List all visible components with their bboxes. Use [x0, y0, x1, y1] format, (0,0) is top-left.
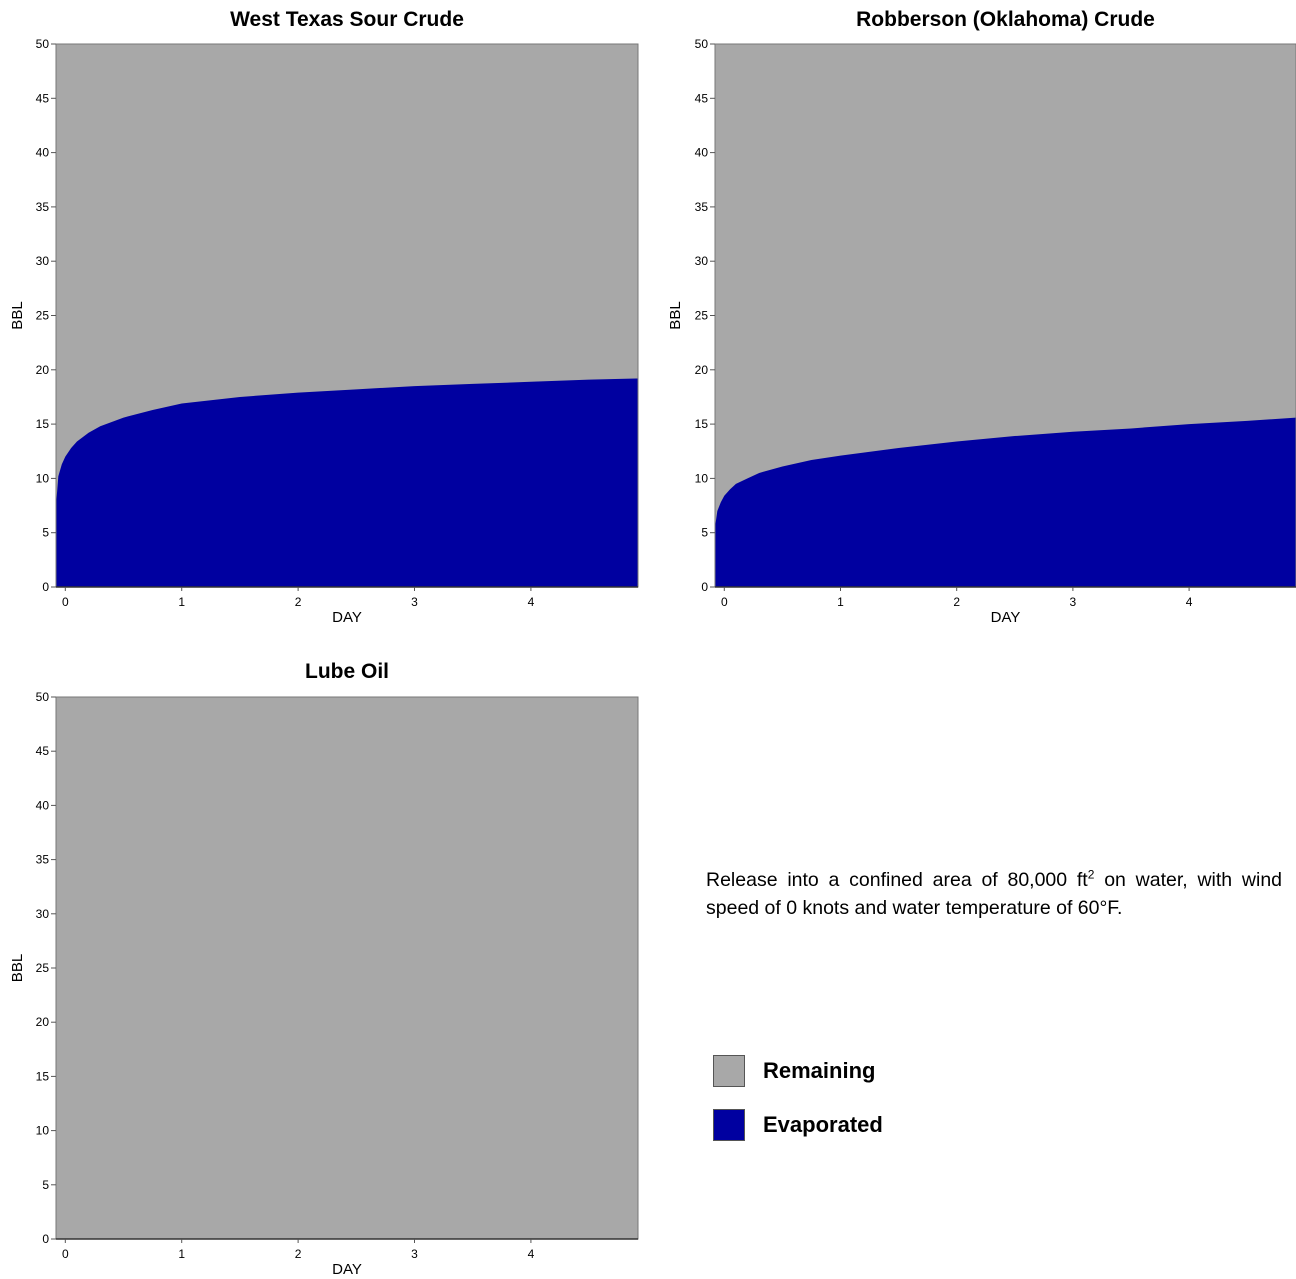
x-tick-label: 0 [62, 1247, 69, 1261]
y-tick-label: 45 [36, 744, 50, 758]
legend-item-remaining: Remaining [713, 1053, 883, 1089]
y-tick-label: 45 [36, 91, 50, 105]
legend-swatch-evaporated [713, 1109, 745, 1141]
legend-label-remaining: Remaining [763, 1058, 876, 1083]
y-tick-label: 20 [36, 363, 50, 377]
x-axis-label: DAY [991, 609, 1021, 626]
y-axis-label: BBL [667, 301, 684, 329]
x-axis-label: DAY [332, 609, 362, 626]
y-tick-label: 10 [36, 471, 50, 485]
x-tick-label: 2 [295, 595, 302, 609]
x-tick-label: 4 [1186, 595, 1193, 609]
x-tick-label: 1 [178, 1247, 185, 1261]
y-tick-label: 50 [36, 690, 50, 704]
x-tick-label: 3 [1070, 595, 1077, 609]
y-tick-label: 35 [36, 853, 50, 867]
y-tick-label: 45 [695, 91, 709, 105]
y-tick-label: 20 [695, 363, 709, 377]
x-tick-label: 2 [295, 1247, 302, 1261]
x-tick-label: 3 [411, 1247, 418, 1261]
y-tick-label: 35 [695, 200, 709, 214]
y-tick-label: 5 [42, 526, 49, 540]
y-tick-label: 40 [695, 146, 709, 160]
y-tick-label: 15 [695, 417, 709, 431]
y-tick-label: 50 [36, 37, 50, 51]
x-tick-label: 4 [528, 595, 535, 609]
chart-1: 0 5 10 15 20 25 30 35 40 45 50 0 1 2 3 4 West Texas Sour… [9, 8, 639, 626]
y-axis-label: BBL [9, 301, 26, 329]
y-tick-label: 0 [42, 1232, 49, 1246]
x-tick-label: 0 [721, 595, 728, 609]
area-evaporated [56, 378, 638, 587]
y-tick-label: 0 [42, 580, 49, 594]
y-tick-label: 25 [695, 309, 709, 323]
legend-swatch-remaining [713, 1055, 745, 1087]
y-tick-label: 10 [36, 1124, 50, 1138]
x-tick-label: 1 [837, 595, 844, 609]
y-tick-label: 40 [36, 798, 50, 812]
x-tick-label: 1 [178, 595, 185, 609]
note-text-end: on water, with wind speed of 0 knots and… [706, 869, 1283, 919]
x-tick-label: 0 [62, 595, 69, 609]
note-text-start: Release into a confined area of 80,000 f… [706, 869, 1088, 891]
legend: Remaining Evaporated [713, 1053, 883, 1161]
y-tick-label: 15 [36, 1069, 50, 1083]
area-remaining [56, 697, 638, 1239]
y-tick-label: 30 [36, 254, 50, 268]
y-tick-label: 5 [701, 526, 708, 540]
y-tick-label: 5 [42, 1178, 49, 1192]
chart-title: Lube Oil [305, 660, 389, 683]
release-conditions-note: Release into a confined area of 80,000 f… [706, 866, 1282, 922]
legend-label-evaporated: Evaporated [763, 1112, 883, 1137]
y-tick-label: 35 [36, 200, 50, 214]
y-tick-label: 25 [36, 961, 50, 975]
x-tick-label: 3 [411, 595, 418, 609]
chart-title: Robberson (Oklahoma) Crude [856, 8, 1155, 31]
chart-title: West Texas Sour Crude [230, 8, 464, 31]
y-tick-label: 25 [36, 309, 50, 323]
y-tick-label: 40 [36, 146, 50, 160]
legend-item-evaporated: Evaporated [713, 1107, 883, 1143]
y-tick-label: 0 [701, 580, 708, 594]
area-evaporated [715, 417, 1296, 587]
y-tick-label: 50 [695, 37, 709, 51]
chart-2: 0 5 10 15 20 25 30 35 40 45 50 0 1 2 3 4 Robberson (Okla… [667, 8, 1296, 626]
y-tick-label: 10 [695, 471, 709, 485]
y-tick-label: 15 [36, 417, 50, 431]
x-tick-label: 2 [953, 595, 960, 609]
note-superscript: 2 [1087, 867, 1095, 882]
chart-3: 0 5 10 15 20 25 30 35 40 45 50 0 1 2 3 4 Lube Oil DAY BBL [9, 660, 639, 1278]
y-axis-label: BBL [9, 954, 26, 982]
x-axis-label: DAY [332, 1261, 362, 1278]
x-tick-label: 4 [528, 1247, 535, 1261]
y-tick-label: 30 [36, 907, 50, 921]
y-tick-label: 20 [36, 1015, 50, 1029]
y-tick-label: 30 [695, 254, 709, 268]
